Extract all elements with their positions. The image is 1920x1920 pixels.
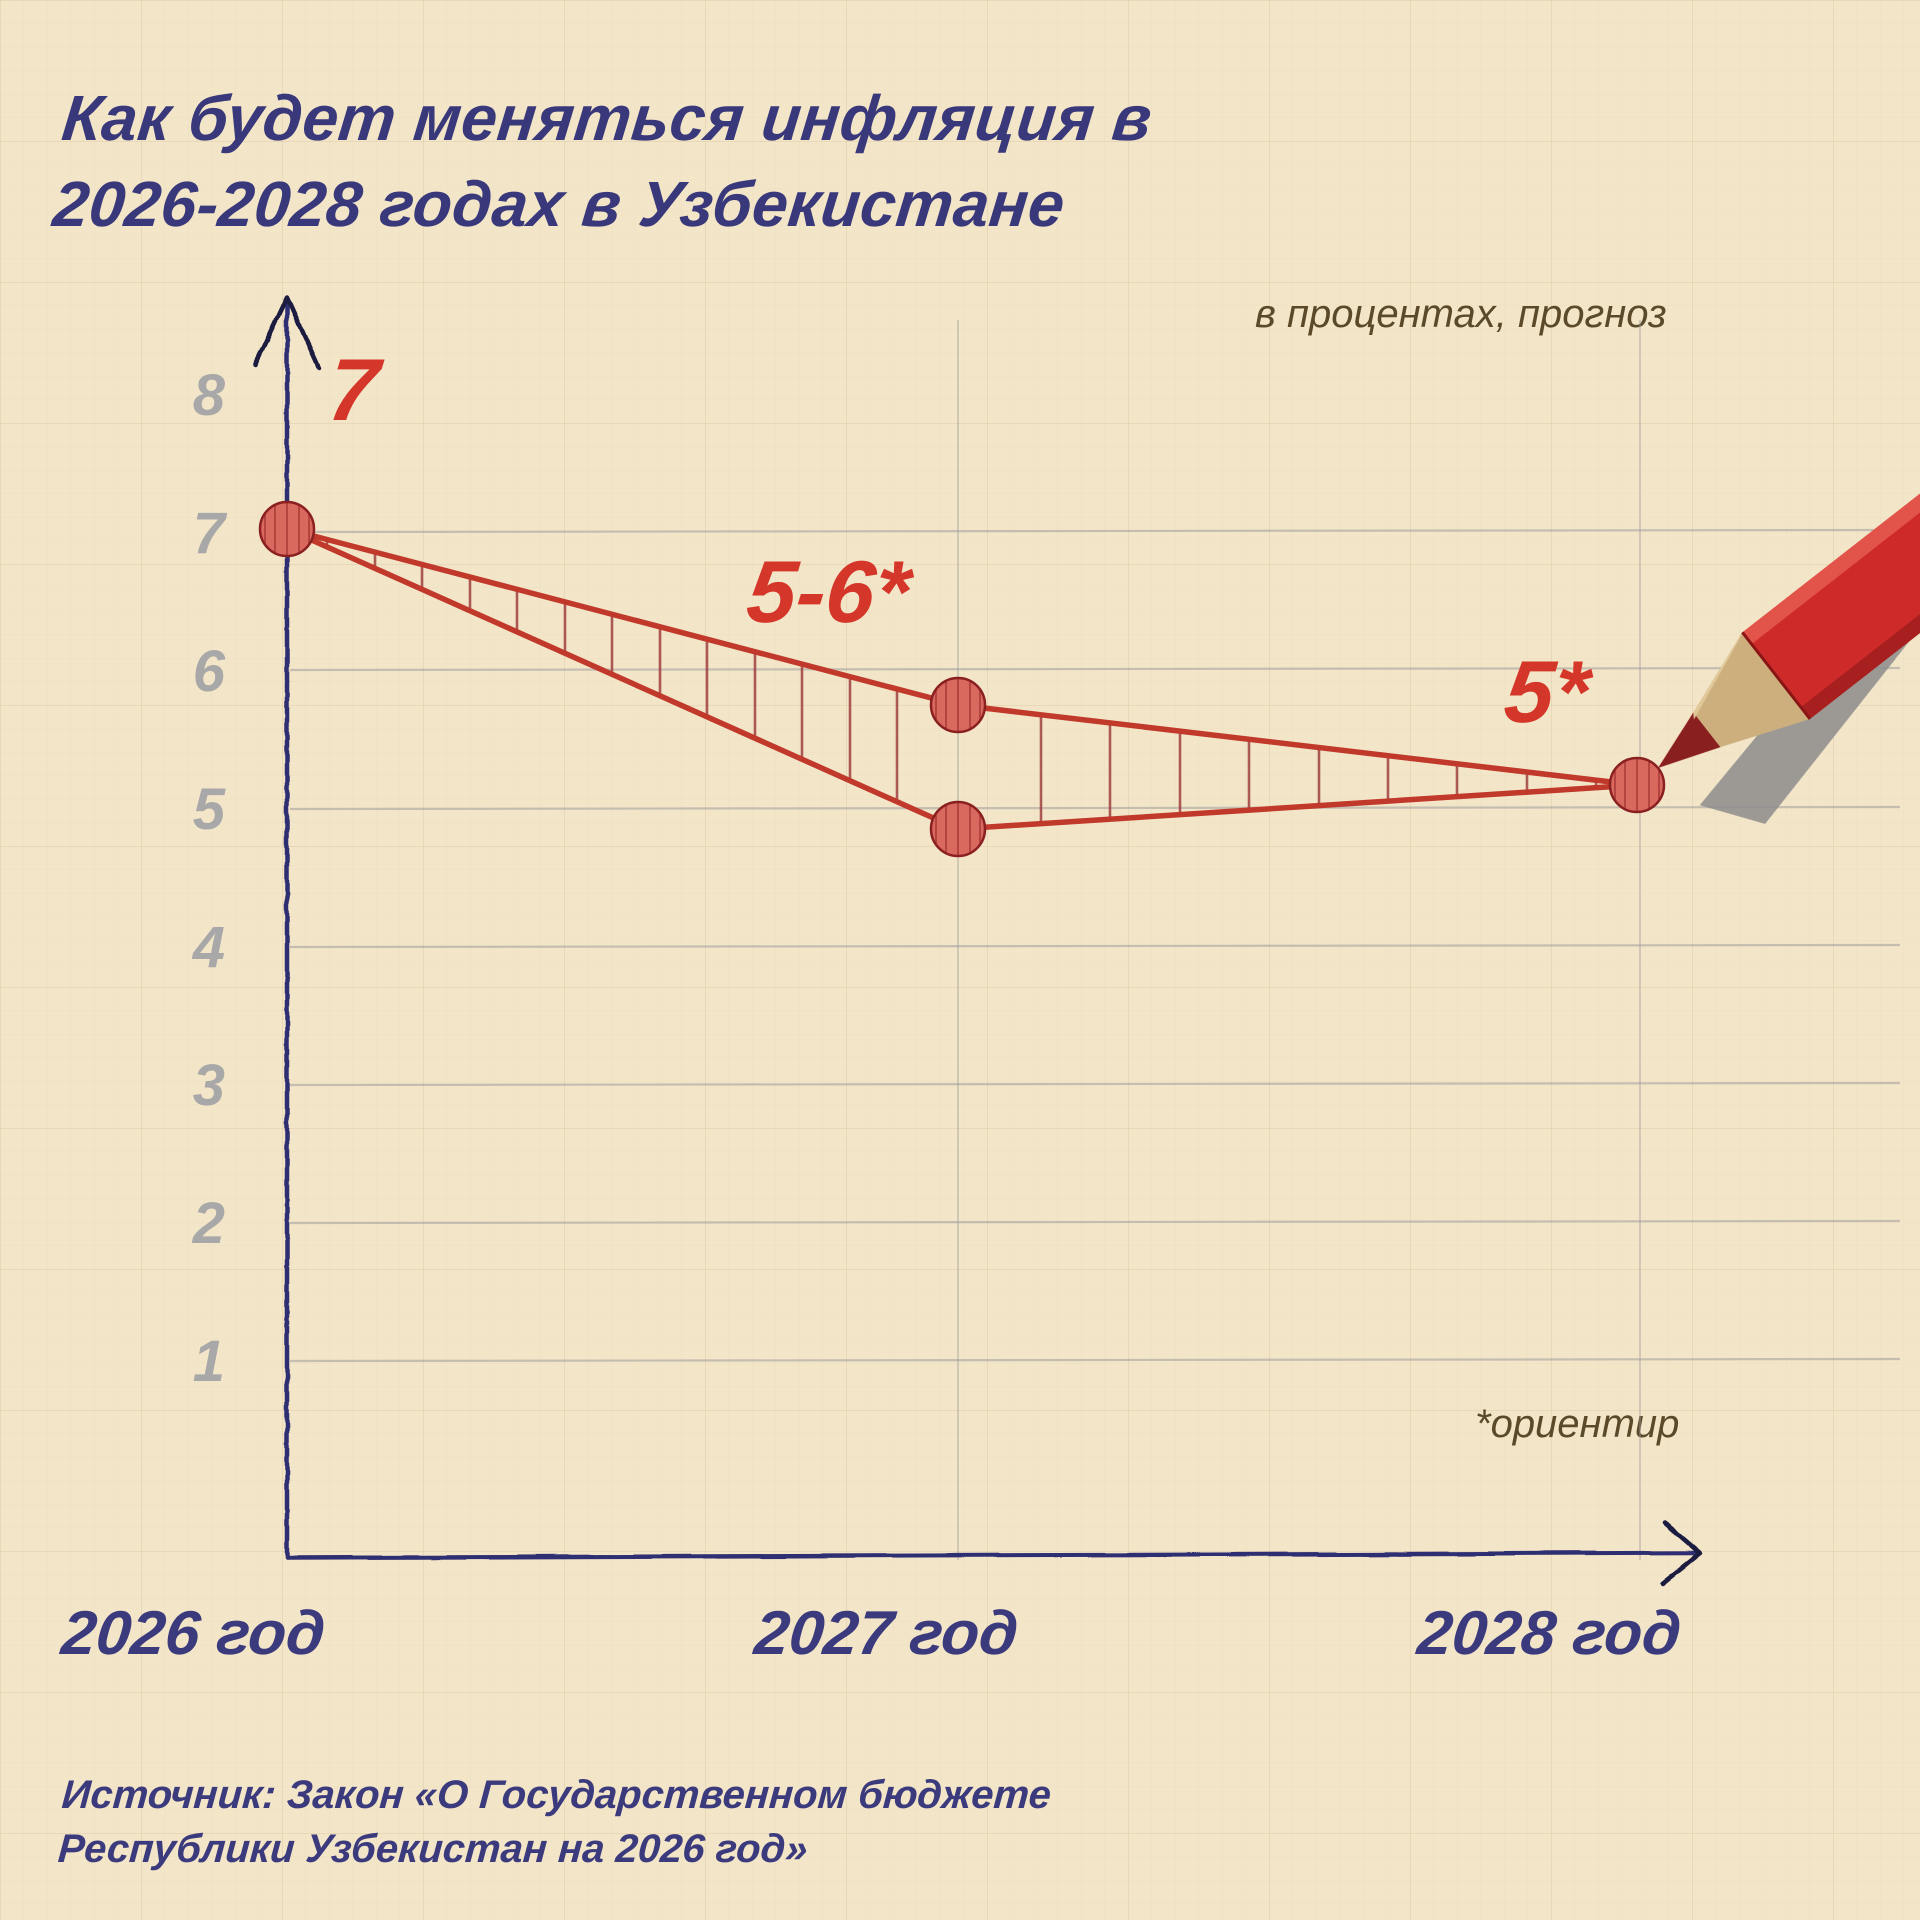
svg-text:4: 4	[192, 915, 225, 980]
svg-text:5-6*: 5-6*	[743, 542, 918, 641]
svg-text:5: 5	[193, 777, 226, 842]
svg-text:6: 6	[193, 639, 226, 704]
svg-text:2: 2	[192, 1191, 225, 1256]
svg-text:7: 7	[324, 340, 387, 439]
svg-text:3: 3	[193, 1053, 225, 1118]
svg-text:7: 7	[193, 501, 228, 566]
svg-text:1: 1	[193, 1329, 225, 1394]
svg-text:5*: 5*	[1500, 642, 1597, 741]
svg-text:8: 8	[193, 363, 226, 428]
